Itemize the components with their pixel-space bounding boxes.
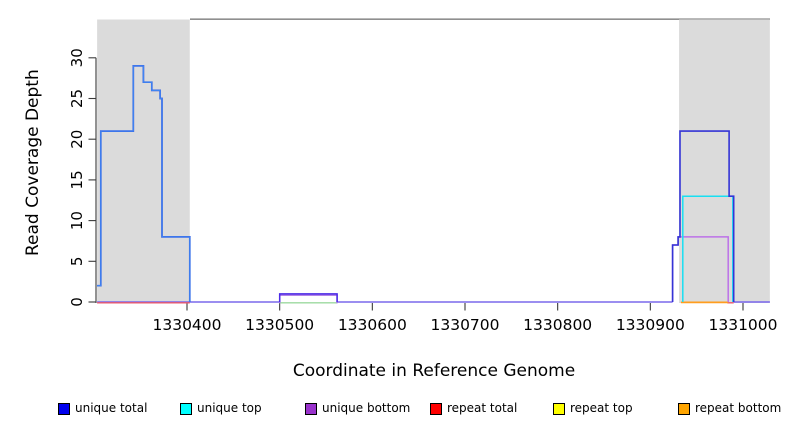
legend-label-repeat-total: repeat total	[447, 401, 518, 415]
series-segment-unique-total-bump	[278, 293, 338, 302]
y-tick-label: 15	[68, 170, 86, 189]
y-tick-label: 30	[68, 48, 86, 67]
x-tick-label: 1330800	[523, 316, 592, 334]
y-tick-label: 0	[68, 297, 86, 307]
legend-label-repeat-bottom: repeat bottom	[695, 401, 782, 415]
legend: unique total unique top unique bottom repea…	[0, 398, 792, 422]
legend-color-swatch-unique-total	[58, 403, 70, 415]
series-segment-unique-top-right	[682, 195, 734, 302]
left-masked-region	[97, 19, 190, 303]
legend-label-unique-total: unique total	[75, 401, 148, 415]
legend-label-repeat-top: repeat top	[570, 401, 633, 415]
y-tick-label: 25	[68, 89, 86, 108]
legend-color-swatch-repeat-bottom	[678, 403, 690, 415]
legend-color-swatch-repeat-top	[553, 403, 565, 415]
x-tick-label: 1330700	[430, 316, 499, 334]
series-segment-unique-bottom-bump	[278, 294, 338, 304]
legend-color-swatch-repeat-total	[430, 403, 442, 415]
y-tick-label: 10	[68, 211, 86, 230]
right-masked-region	[679, 19, 770, 303]
x-tick-label: 1330900	[616, 316, 685, 334]
y-axis-title: Read Coverage Depth	[23, 69, 43, 256]
series-segment-unique-total-right	[671, 130, 735, 302]
x-tick-label: 1331000	[708, 316, 777, 334]
series-segment-unique-top-left-overlay	[97, 65, 191, 302]
legend-color-swatch-unique-top	[180, 403, 192, 415]
legend-label-unique-bottom: unique bottom	[322, 401, 411, 415]
legend-color-swatch-unique-bottom	[305, 403, 317, 415]
x-tick-label: 1330600	[338, 316, 407, 334]
legend-label-unique-top: unique top	[197, 401, 262, 415]
x-tick-label: 1330500	[245, 316, 314, 334]
y-tick-label: 5	[68, 257, 86, 267]
x-tick-label: 1330400	[152, 316, 221, 334]
x-axis-title: Coordinate in Reference Genome	[292, 361, 576, 381]
y-tick-label: 20	[68, 130, 86, 149]
